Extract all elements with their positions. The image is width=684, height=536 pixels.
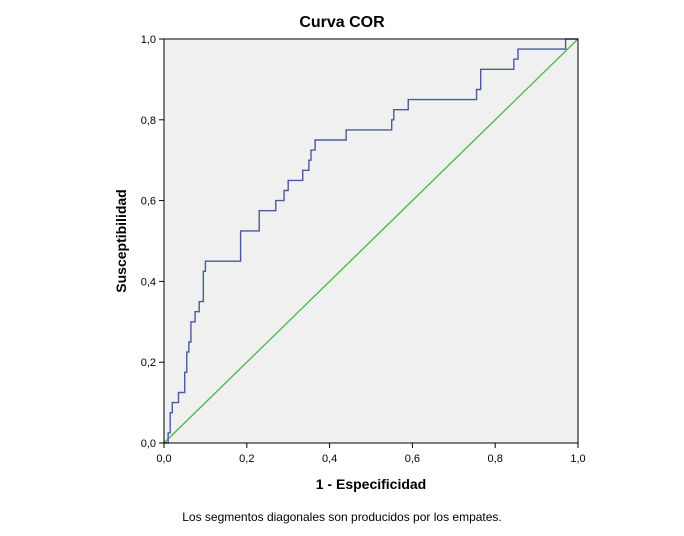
reference-diagonal-line <box>163 38 579 444</box>
x-tick-label: 0,8 <box>488 453 503 465</box>
axis-ticks: 0,0 0,2 0,4 0,6 0,8 1,0 0,0 0,2 0,4 0,6 0,8 1,0 <box>141 34 586 465</box>
y-tick-label: 0,6 <box>141 196 156 208</box>
y-tick-label: 0,4 <box>141 276 156 288</box>
x-tick-label: 0,0 <box>156 453 171 465</box>
y-tick-label: 1,0 <box>141 34 156 46</box>
chart-title: Curva COR <box>299 14 385 31</box>
y-tick-label: 0,8 <box>141 115 156 127</box>
series-layer <box>163 38 579 444</box>
x-tick-label: 0,2 <box>239 453 254 465</box>
x-axis-title: 1 - Especificidad <box>316 476 426 492</box>
roc-curve-line <box>164 38 578 444</box>
plot-frame <box>163 38 579 444</box>
footnote: Los segmentos diagonales son producidos … <box>182 510 502 524</box>
y-tick-label: 0,2 <box>141 357 156 369</box>
y-axis-title: Susceptibilidad <box>113 189 129 292</box>
x-tick-label: 1,0 <box>570 453 585 465</box>
x-tick-label: 0,6 <box>405 453 420 465</box>
x-tick-label: 0,4 <box>322 453 337 465</box>
y-tick-label: 0,0 <box>141 438 156 450</box>
